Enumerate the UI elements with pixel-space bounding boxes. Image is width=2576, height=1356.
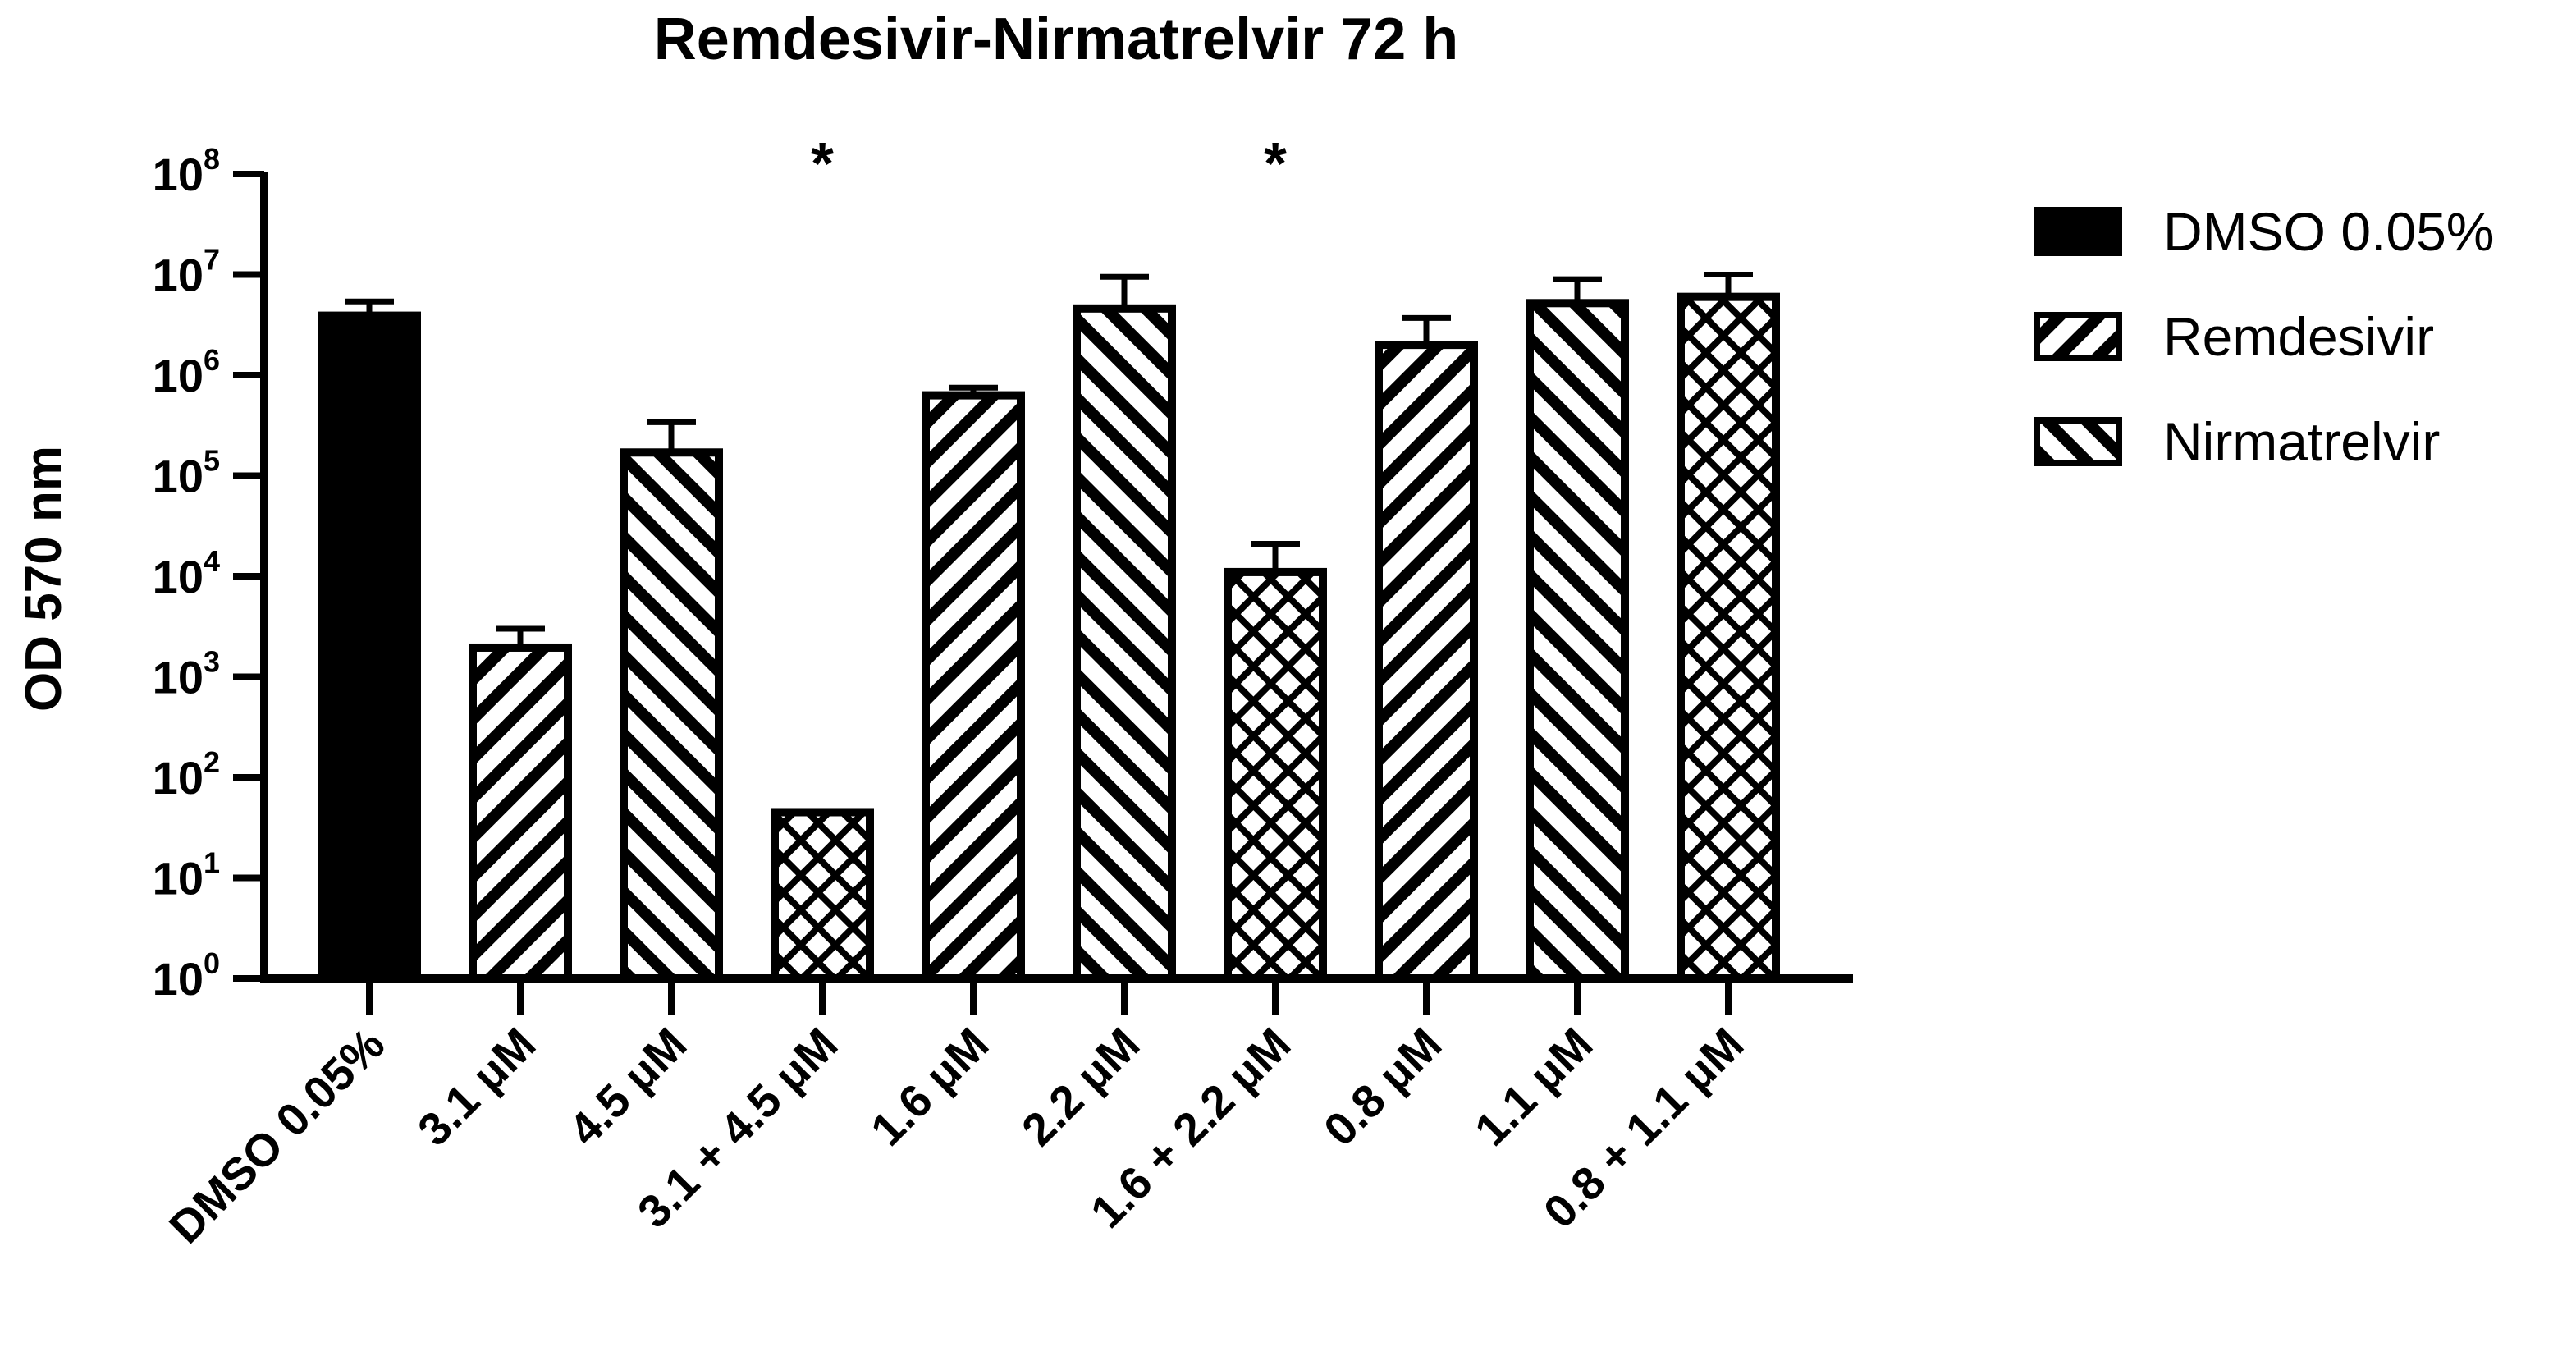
bar — [1375, 341, 1478, 983]
error-bars — [345, 272, 1753, 648]
bar — [1224, 567, 1327, 983]
x-tick-label: 0.8 μM — [1314, 1018, 1452, 1156]
legend-label: Remdesivir — [2163, 306, 2434, 367]
x-axis-ticks — [366, 978, 1732, 1015]
y-axis-ticks: 100 101 102 103 104 105 106 107 108 — [153, 142, 264, 1005]
x-tick-label: 1.1 μM — [1465, 1018, 1603, 1156]
x-axis-categories: DMSO 0.05% 3.1 μM 4.5 μM3.1 + 4.5 μM 1.6 μM… — [159, 1018, 1754, 1253]
bar — [469, 643, 572, 983]
significance-markers: * * — [811, 131, 1287, 197]
y-tick-label: 101 — [153, 846, 220, 905]
chart-title: Remdesivir-Nirmatrelvir 72 h — [654, 7, 1458, 72]
y-tick-label: 104 — [153, 544, 220, 602]
y-tick-label: 102 — [153, 745, 220, 804]
legend-swatch — [2034, 417, 2122, 466]
significance-star: * — [811, 131, 834, 197]
bar — [1073, 304, 1176, 983]
y-tick-label: 108 — [153, 142, 220, 200]
legend: DMSO 0.05% Remdesivir Nirmatrelvir — [2034, 201, 2494, 472]
bar — [771, 808, 874, 983]
legend-swatch — [2034, 312, 2122, 361]
y-tick-label: 100 — [153, 946, 220, 1005]
bars — [318, 292, 1780, 983]
x-tick-label: 4.5 μM — [559, 1018, 697, 1156]
bar — [318, 311, 421, 983]
x-tick-label: DMSO 0.05% — [159, 1018, 395, 1253]
bar — [922, 391, 1025, 983]
x-tick-label: 1.6 μM — [861, 1018, 999, 1156]
legend-label: Nirmatrelvir — [2163, 411, 2440, 472]
y-tick-label: 106 — [153, 343, 220, 401]
significance-star: * — [1264, 131, 1287, 197]
legend-swatch — [2034, 207, 2122, 256]
y-axis-label: OD 570 nm — [16, 446, 72, 712]
bar — [1677, 292, 1780, 983]
x-tick-label: 3.1 μM — [408, 1018, 546, 1156]
y-tick-label: 105 — [153, 444, 220, 502]
bar — [620, 448, 723, 983]
x-tick-label: 2.2 μM — [1012, 1018, 1150, 1156]
bar — [1526, 299, 1629, 983]
y-tick-label: 103 — [153, 645, 220, 703]
y-tick-label: 107 — [153, 243, 220, 301]
legend-label: DMSO 0.05% — [2163, 201, 2494, 262]
